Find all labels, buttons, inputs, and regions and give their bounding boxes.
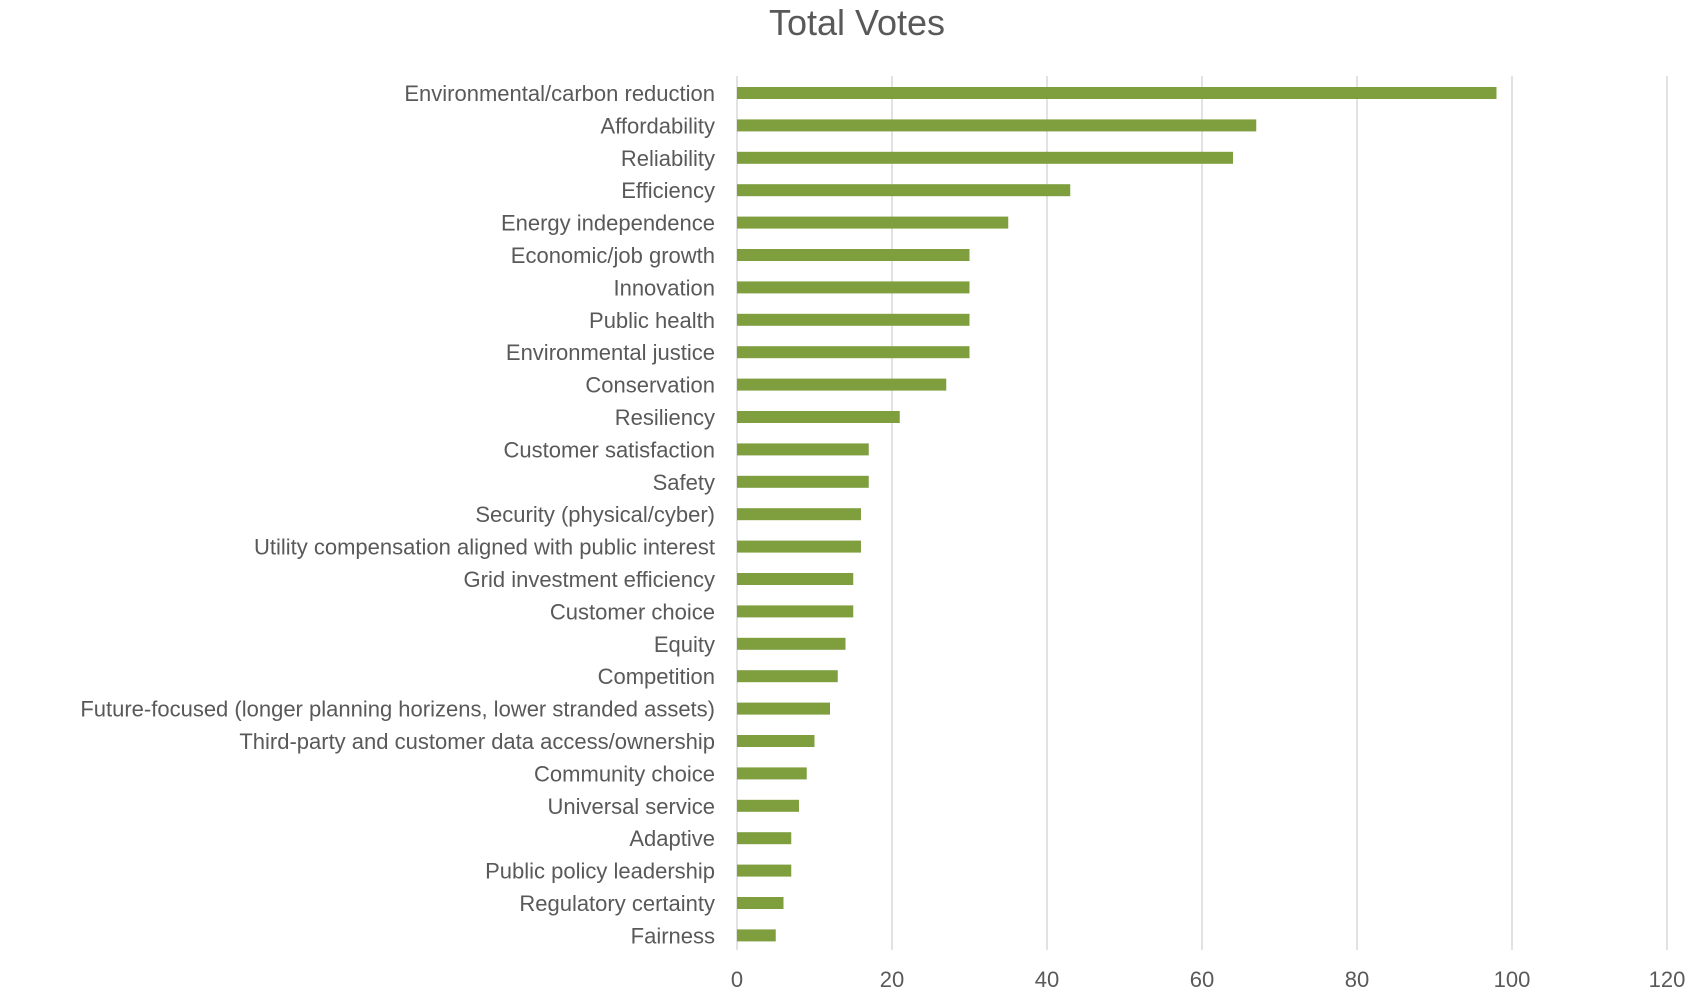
category-label: Future-focused (longer planning horizens… (80, 697, 715, 722)
bar (737, 637, 846, 650)
category-label: Innovation (613, 275, 715, 300)
bar (737, 670, 838, 683)
category-labels: Environmental/carbon reduction Affordabil… (80, 81, 715, 948)
category-label: Adaptive (629, 826, 715, 851)
bar (737, 702, 830, 715)
category-label: Economic/job growth (511, 243, 715, 268)
bar (737, 281, 970, 294)
category-label: Environmental/carbon reduction (404, 81, 715, 106)
bar (737, 475, 869, 488)
bar (737, 346, 970, 359)
bar (737, 443, 869, 456)
category-label: Universal service (548, 794, 716, 819)
category-label: Utility compensation aligned with public… (254, 535, 715, 560)
category-label: Efficiency (621, 178, 715, 203)
bar (737, 605, 854, 618)
bar (737, 735, 815, 747)
x-tick-label: 120 (1649, 967, 1686, 991)
bar (737, 184, 1071, 197)
category-label: Grid investment efficiency (464, 567, 715, 592)
bar (737, 216, 1009, 229)
bar (737, 313, 970, 326)
bars (737, 87, 1497, 942)
category-label: Affordability (600, 113, 715, 138)
bar (737, 249, 970, 261)
category-label: Security (physical/cyber) (475, 502, 715, 527)
bar (737, 151, 1233, 164)
bar (737, 799, 799, 812)
bar (737, 87, 1497, 99)
bar (737, 378, 947, 391)
bar (737, 411, 900, 423)
category-label: Resiliency (615, 405, 715, 430)
gridlines (736, 76, 1668, 950)
x-tick-label: 40 (1035, 967, 1059, 991)
category-label: Public health (589, 308, 715, 333)
category-label: Fairness (631, 923, 715, 948)
x-tick-label: 80 (1345, 967, 1369, 991)
category-label: Competition (598, 664, 715, 689)
bar (737, 540, 861, 553)
category-label: Energy independence (501, 211, 715, 236)
bar (737, 929, 776, 942)
x-tick-label: 0 (731, 967, 743, 991)
category-label: Customer choice (550, 599, 715, 624)
category-label: Conservation (585, 373, 715, 398)
x-tick-label: 100 (1494, 967, 1531, 991)
category-label: Third-party and customer data access/own… (239, 729, 715, 754)
bar (737, 508, 861, 521)
chart-title: Total Votes (769, 2, 945, 43)
category-label: Community choice (534, 761, 715, 786)
x-tick-label: 60 (1190, 967, 1214, 991)
category-label: Equity (654, 632, 715, 657)
bar (737, 119, 1257, 132)
category-label: Public policy leadership (485, 859, 715, 884)
bar (737, 573, 854, 585)
x-axis-ticks: 0 20 40 60 80 100 120 (731, 967, 1685, 991)
category-label: Customer satisfaction (503, 437, 715, 462)
bar (737, 864, 792, 877)
bar (737, 897, 784, 909)
bar (737, 767, 807, 780)
category-label: Regulatory certainty (519, 891, 715, 916)
x-tick-label: 20 (880, 967, 904, 991)
bar (737, 832, 792, 845)
category-label: Environmental justice (506, 340, 715, 365)
category-label: Reliability (621, 146, 715, 171)
category-label: Safety (653, 470, 715, 495)
